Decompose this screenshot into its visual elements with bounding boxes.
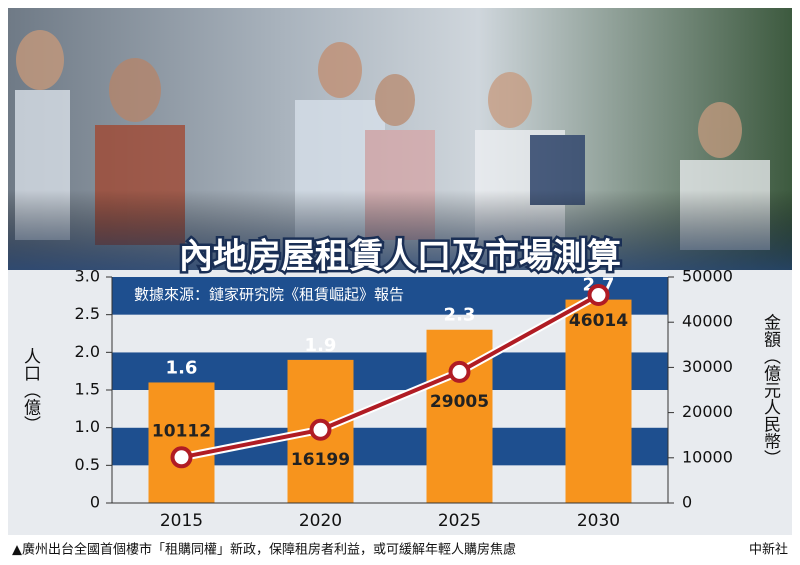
x-tick-label: 2025 — [438, 511, 481, 531]
line-marker — [170, 446, 193, 469]
line-marker — [587, 284, 610, 307]
line-marker — [448, 360, 471, 383]
credit: 中新社 — [749, 542, 788, 558]
y-tick-label: 2.5 — [75, 304, 100, 323]
caption: ▲廣州出台全國首個樓市「租購同權」新政，保障租房者利益，或可緩解年輕人購房焦慮 — [12, 542, 516, 558]
y-tick-label: 3.0 — [75, 267, 100, 286]
bar — [148, 382, 215, 503]
line-value-label: 10112 — [152, 421, 211, 441]
x-tick-label: 2030 — [577, 511, 620, 531]
y2-tick-label: 50000 — [682, 267, 733, 286]
bar — [565, 299, 632, 503]
y-tick-label: 0.5 — [75, 455, 100, 474]
line-value-label: 29005 — [430, 392, 489, 412]
line — [181, 293, 600, 460]
x-tick-label: 2015 — [160, 511, 203, 531]
y-tick-label: 1.5 — [75, 380, 100, 399]
y-tick-label: 0 — [90, 493, 100, 512]
subtitle: 數據來源：鏈家研究院《租賃崛起》報告 — [134, 286, 404, 304]
y2-tick-label: 20000 — [682, 402, 733, 421]
bar-value-label: 1.9 — [305, 335, 337, 356]
photo-fade — [8, 190, 792, 270]
y2-tick-label: 30000 — [682, 357, 733, 376]
y2-tick-label: 0 — [682, 493, 692, 512]
x-tick-label: 2020 — [299, 511, 342, 531]
y2-axis-label: 金額（億元人民幣） — [760, 313, 781, 466]
y2-tick-label: 40000 — [682, 312, 733, 331]
chart-title: 內地房屋租賃人口及市場測算 — [179, 237, 621, 277]
line-value-label: 46014 — [569, 311, 628, 331]
line-marker — [309, 418, 332, 441]
plot: 0 0.5 1.0 1.5 2.0 2.5 3.0 0 10000 20000 30000 40000… — [75, 267, 733, 532]
bar-value-label: 1.6 — [166, 357, 198, 378]
line-value-label: 16199 — [291, 450, 350, 470]
y-axis-label: 人口（億） — [20, 347, 41, 432]
y-tick-label: 2.0 — [75, 342, 100, 361]
y2-tick-label: 10000 — [682, 447, 733, 466]
y-tick-label: 1.0 — [75, 417, 100, 436]
bar-value-label: 2.3 — [444, 305, 476, 326]
